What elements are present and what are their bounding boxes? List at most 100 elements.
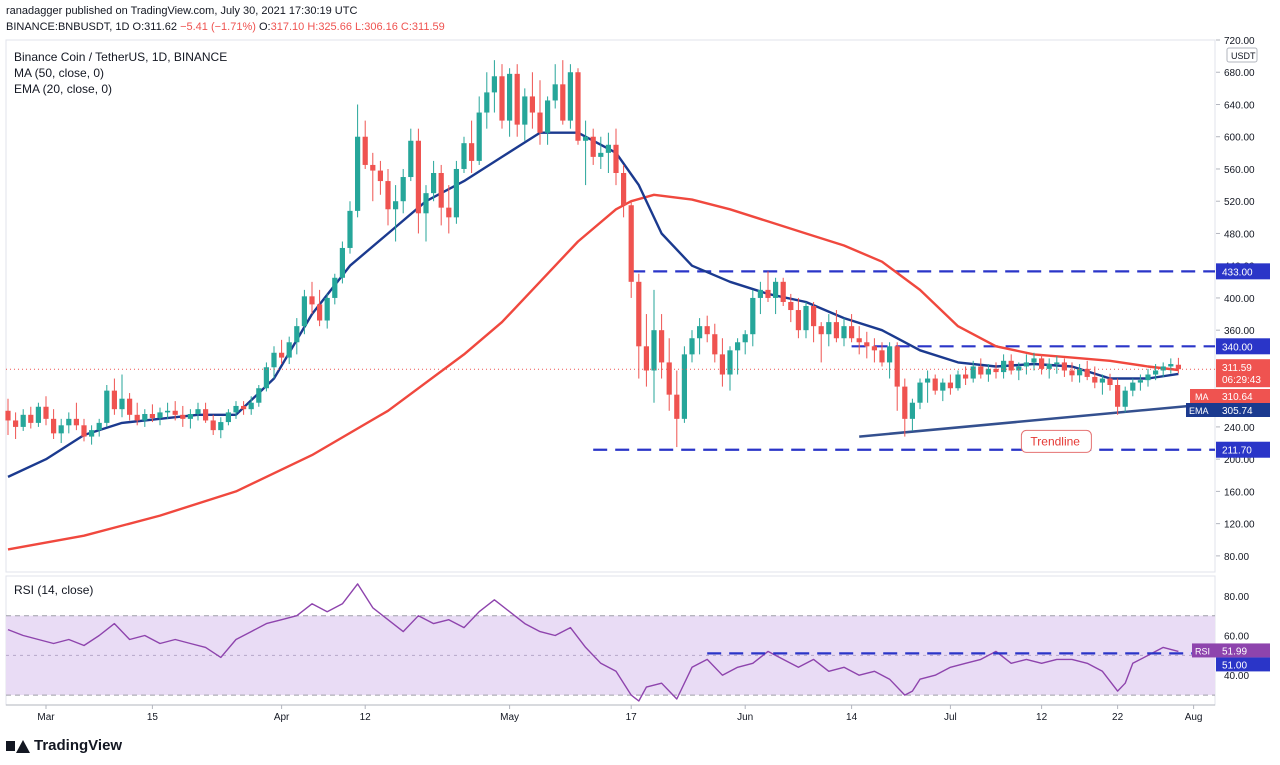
- ema-value: 305.74: [1222, 406, 1253, 417]
- candle-body: [1115, 384, 1121, 407]
- candle-body: [704, 326, 710, 335]
- rsi-value: 51.99: [1222, 646, 1247, 657]
- candle-body: [765, 289, 771, 298]
- chart-canvas[interactable]: 80.00120.00160.00200.00240.00280.00320.0…: [0, 0, 1280, 737]
- y-tick-label: 160.00: [1224, 487, 1255, 498]
- last-price-label: 311.59: [1222, 363, 1252, 374]
- candle-body: [894, 346, 900, 387]
- y-tick-label: 600.00: [1224, 133, 1255, 144]
- candle-body: [970, 366, 976, 379]
- candle-body: [887, 346, 893, 363]
- currency-label: USDT: [1231, 51, 1256, 61]
- candle-body: [522, 96, 528, 125]
- x-tick-label: Jul: [944, 712, 957, 723]
- trendline: [859, 401, 1225, 438]
- low-value: L:306.16: [355, 21, 398, 33]
- ma50-line: [7, 193, 1179, 551]
- candle-body: [1046, 364, 1052, 369]
- ma-tag-box: [1190, 389, 1216, 403]
- ma-value: 310.64: [1222, 392, 1253, 403]
- candle-body: [1175, 364, 1181, 370]
- ema-tag: EMA: [1189, 406, 1209, 416]
- candle-body: [871, 346, 877, 351]
- rsi-value-box: [1216, 643, 1270, 658]
- candle-body: [263, 367, 269, 389]
- x-tick-label: Apr: [274, 712, 290, 723]
- trendline-label: Trendline: [1030, 434, 1080, 448]
- candle-body: [1160, 366, 1166, 371]
- candle-body: [841, 326, 847, 339]
- tradingview-footer: TradingView: [6, 737, 122, 754]
- candle-body: [1016, 366, 1022, 371]
- candle-body: [1069, 370, 1075, 376]
- candle-body: [947, 382, 953, 389]
- main-pane-frame: [5, 39, 1216, 573]
- x-tick-label: 17: [626, 712, 638, 723]
- level-tag-label: 211.70: [1222, 446, 1252, 457]
- candle-body: [780, 281, 786, 302]
- candle-body: [20, 414, 26, 427]
- candle-body: [727, 350, 733, 375]
- candle-body: [104, 390, 110, 423]
- candle-body: [651, 330, 657, 371]
- candle-body: [712, 334, 718, 355]
- countdown-label: 06:29:43: [1222, 375, 1261, 386]
- candle-body: [879, 350, 885, 363]
- last-price-tag: [1216, 359, 1270, 388]
- legend-ema: EMA (20, close, 0): [14, 82, 113, 96]
- candle-body: [484, 92, 490, 113]
- y-tick-label: 680.00: [1224, 68, 1255, 79]
- rsi-y-tick-label: 60.00: [1224, 632, 1249, 643]
- rsi-level-label: 51.00: [1222, 660, 1247, 671]
- candle-body: [1168, 364, 1174, 367]
- candle-body: [583, 136, 589, 141]
- candle-body: [339, 247, 345, 278]
- candle-body: [932, 378, 938, 391]
- candle-body: [552, 84, 558, 101]
- candle-body: [963, 374, 969, 379]
- candle-body: [347, 210, 353, 248]
- x-tick-label: Aug: [1185, 712, 1203, 723]
- candle-body: [742, 334, 748, 343]
- candle-body: [757, 289, 763, 298]
- candle-body: [681, 354, 687, 419]
- candle-body: [628, 205, 634, 282]
- legend-title: Binance Coin / TetherUS, 1D, BINANCE: [14, 50, 228, 64]
- candle-body: [127, 398, 133, 415]
- candle-body: [621, 173, 627, 206]
- candle-body: [1130, 382, 1136, 391]
- level-tag-label: 340.00: [1222, 342, 1253, 353]
- candle-body: [271, 352, 277, 368]
- candle-body: [172, 410, 178, 415]
- candle-body: [1008, 360, 1014, 371]
- candle-body: [362, 136, 368, 165]
- candle-body: [1107, 378, 1113, 385]
- candle-body: [575, 72, 581, 141]
- candle-body: [35, 406, 41, 423]
- candle-body: [613, 144, 619, 173]
- candle-body: [180, 414, 186, 419]
- y-tick-label: 560.00: [1224, 165, 1255, 176]
- y-tick-label: 720.00: [1224, 36, 1255, 47]
- candle-body: [165, 410, 171, 413]
- candle-body: [537, 112, 543, 133]
- candle-body: [400, 177, 406, 202]
- candle-body: [438, 173, 444, 208]
- candle-body: [294, 326, 300, 343]
- legend-ma: MA (50, close, 0): [14, 66, 105, 80]
- close-value: C:311.59: [400, 21, 445, 33]
- candle-body: [248, 402, 254, 410]
- candle-body: [514, 73, 520, 125]
- candle-body: [43, 406, 49, 419]
- candle-body: [393, 201, 399, 210]
- ma-value-box: [1216, 389, 1270, 403]
- change-value: −5.41 (−1.71%): [180, 21, 256, 33]
- candle-body: [643, 346, 649, 371]
- candle-body: [415, 140, 421, 214]
- candle-body: [955, 374, 961, 389]
- candle-body: [750, 297, 756, 335]
- level-tag: [1216, 338, 1270, 355]
- candle-body: [210, 420, 216, 431]
- y-tick-label: 80.00: [1224, 552, 1249, 563]
- y-tick-label: 360.00: [1224, 326, 1255, 337]
